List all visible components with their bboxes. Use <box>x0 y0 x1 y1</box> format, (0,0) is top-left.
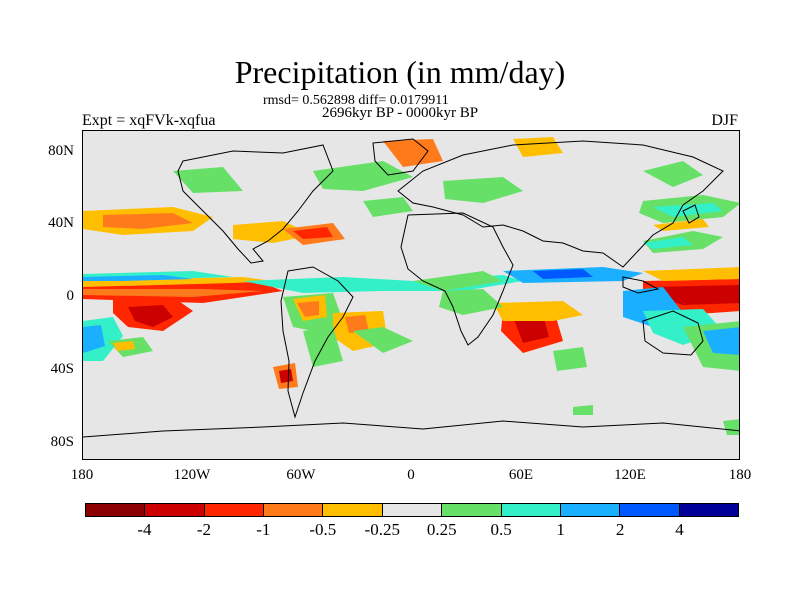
x-tick-label: 180 <box>728 467 752 483</box>
colorbar-label: 1 <box>556 520 565 539</box>
coastline-antarctica <box>83 420 739 438</box>
season-label: DJF <box>711 112 738 129</box>
colorbar-swatch <box>442 504 502 516</box>
anomaly-field <box>83 325 105 353</box>
coastline-japan <box>682 204 700 224</box>
precipitation-map <box>82 130 740 460</box>
anomaly-field <box>573 405 593 415</box>
colorbar-swatch <box>86 504 146 516</box>
colorbar-label: 2 <box>615 520 625 539</box>
anomaly-field <box>297 301 319 317</box>
anomaly-field <box>643 237 693 249</box>
anomaly-field <box>413 271 503 291</box>
anomaly-field <box>173 167 243 193</box>
coastline-south-america <box>280 266 354 419</box>
colorbar-label: -0.5 <box>309 520 337 539</box>
coastline-indonesia <box>622 276 660 294</box>
y-tick-label: 80S <box>50 434 74 450</box>
colorbar-label: -4 <box>137 520 152 539</box>
anomaly-field <box>513 137 563 157</box>
coastline-africa <box>400 212 514 346</box>
x-tick-label: 180 <box>70 467 94 483</box>
colorbar-swatch <box>204 504 265 516</box>
coastline-australia <box>642 310 704 356</box>
colorbar-swatch <box>560 504 621 516</box>
plot-title: Precipitation (in mm/day) <box>234 54 566 90</box>
anomaly-field <box>443 177 523 203</box>
anomaly-field <box>723 419 739 435</box>
map-canvas <box>83 137 739 438</box>
colorbar-swatch <box>679 504 738 516</box>
coastlines <box>83 138 739 438</box>
anomaly-field <box>233 221 313 243</box>
anomaly-field <box>493 301 583 321</box>
colorbar-swatch <box>145 504 205 516</box>
colorbar-label: -0.25 <box>364 520 400 539</box>
anomaly-field <box>513 315 549 343</box>
anomaly-field <box>83 275 193 281</box>
x-tick-label: 60W <box>286 467 316 483</box>
anomaly-field <box>533 269 593 279</box>
x-tick-label: 0 <box>407 467 415 483</box>
y-tick-label: 40S <box>50 361 74 377</box>
anomaly-field <box>653 203 723 217</box>
y-tick-label: 0 <box>66 288 75 304</box>
anomaly-field <box>279 369 293 383</box>
colorbar-label: 0.5 <box>490 520 512 539</box>
colorbar-swatch <box>323 504 383 516</box>
anomaly-field <box>653 285 739 305</box>
anomaly-field <box>643 161 703 187</box>
anomaly-field <box>313 161 413 191</box>
coastline-greenland <box>372 138 429 176</box>
anomaly-field <box>293 227 333 239</box>
colorbar-label: -2 <box>196 520 211 539</box>
colorbar-swatch <box>382 504 443 516</box>
anomaly-fields <box>83 137 739 435</box>
anomaly-field <box>345 315 369 333</box>
colorbar-label: 4 <box>675 520 684 539</box>
anomaly-field <box>113 341 135 351</box>
anomaly-field <box>653 219 709 231</box>
x-tick-label: 120W <box>173 467 211 483</box>
anomaly-field <box>353 327 413 353</box>
x-tick-label: 120E <box>614 467 646 483</box>
anomaly-field <box>103 213 193 229</box>
anomaly-field <box>83 277 273 287</box>
anomaly-field <box>643 267 739 281</box>
anomaly-field <box>703 327 739 355</box>
anomaly-field <box>383 139 443 167</box>
x-tick-label: 60E <box>508 467 534 483</box>
statistics-text: rmsd= 0.562898 diff= 0.0179911 <box>263 93 449 108</box>
colorbar-swatch <box>620 504 680 516</box>
period-text: 2696kyr BP - 0000kyr BP <box>322 105 479 121</box>
y-tick-label: 40N <box>48 215 74 231</box>
anomaly-field <box>439 289 503 315</box>
colorbar-swatch <box>264 504 324 516</box>
colorbar <box>85 503 739 517</box>
coastline-eurasia <box>397 140 724 268</box>
colorbar-label: 0.25 <box>426 520 457 539</box>
y-tick-label: 80N <box>48 143 74 159</box>
anomaly-field <box>128 305 173 327</box>
anomaly-field <box>83 289 263 297</box>
anomaly-field <box>363 197 413 217</box>
coastline-north-america <box>177 144 334 264</box>
colorbar-label: -1 <box>256 520 271 539</box>
anomaly-field <box>553 347 587 371</box>
experiment-label: Expt = xqFVk-xqfua <box>82 112 216 129</box>
colorbar-swatch <box>501 504 561 516</box>
